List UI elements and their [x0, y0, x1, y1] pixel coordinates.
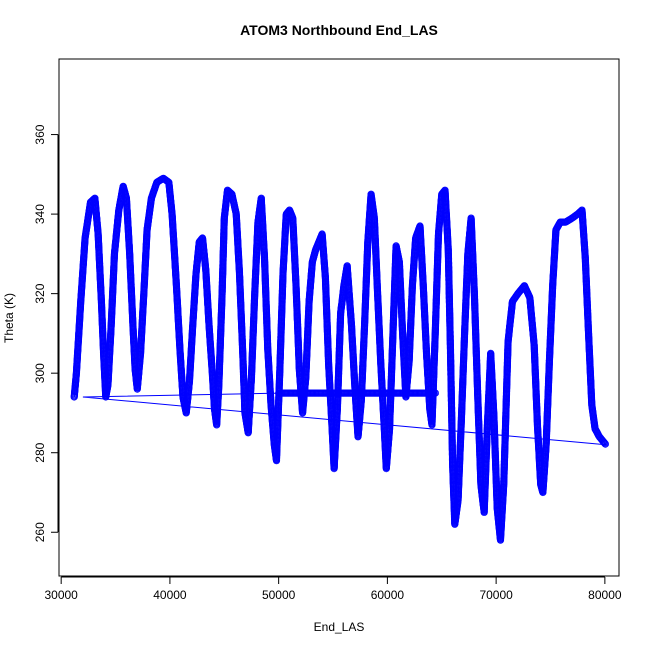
- x-tick-label: 30000: [44, 588, 78, 602]
- y-axis: 260 280 300 320 340 360: [33, 124, 59, 542]
- y-tick-label: 300: [33, 363, 47, 383]
- y-tick-label: 280: [33, 442, 47, 462]
- series-layer: [70, 174, 610, 544]
- y-tick-label: 260: [33, 522, 47, 542]
- chart-title: ATOM3 Northbound End_LAS: [240, 22, 438, 38]
- plot-area: [58, 58, 620, 577]
- x-tick-label: 50000: [262, 588, 296, 602]
- y-tick-label: 340: [33, 204, 47, 224]
- x-tick-label: 70000: [479, 588, 513, 602]
- x-tick-label: 60000: [371, 588, 405, 602]
- x-tick-label: 40000: [153, 588, 187, 602]
- x-axis: 30000 40000 50000 60000 70000 80000: [44, 576, 622, 602]
- x-tick-label: 80000: [588, 588, 622, 602]
- y-tick-label: 360: [33, 124, 47, 144]
- y-tick-label: 320: [33, 283, 47, 303]
- series-markers: [70, 174, 610, 544]
